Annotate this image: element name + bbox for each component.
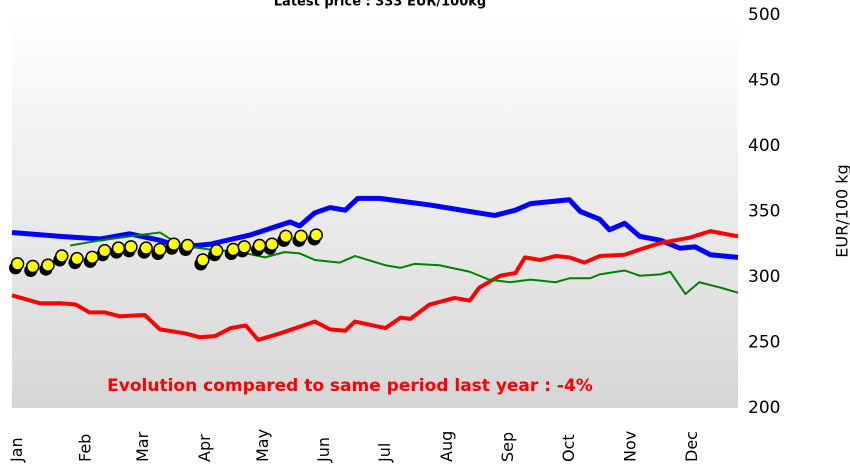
marker xyxy=(55,249,69,263)
marker xyxy=(111,241,126,255)
marker xyxy=(209,244,224,258)
x-tick-label: Jun xyxy=(314,437,333,463)
marker xyxy=(180,238,195,253)
marker xyxy=(41,258,55,272)
marker xyxy=(97,244,112,258)
marker xyxy=(70,251,84,266)
x-tick-label: Aug xyxy=(437,431,456,462)
x-tick-label: Nov xyxy=(620,431,639,462)
marker xyxy=(124,240,138,254)
y-tick-label: 500 xyxy=(748,5,780,25)
marker xyxy=(139,241,153,255)
x-tick-label: Apr xyxy=(195,434,214,462)
marker xyxy=(265,237,279,251)
marker xyxy=(25,259,40,274)
x-tick-label: Dec xyxy=(682,431,701,462)
x-tick-label: May xyxy=(253,429,272,462)
marker xyxy=(226,242,241,257)
marker xyxy=(279,229,293,244)
y-tick-label: 350 xyxy=(748,202,780,222)
marker xyxy=(294,229,308,244)
x-tick-label: Jul xyxy=(375,443,394,463)
line xyxy=(11,229,739,342)
marker xyxy=(10,257,25,271)
marker xyxy=(153,242,167,257)
x-tick-label: Oct xyxy=(559,434,578,462)
marker xyxy=(196,253,210,267)
y-tick-label: 400 xyxy=(748,136,780,156)
annotation: Evolution compared to same period last y… xyxy=(107,376,593,396)
chart-title: Latest price : 333 EUR/100kg xyxy=(274,0,486,10)
y-axis-label: EUR/100 kg xyxy=(833,164,850,257)
marker xyxy=(252,238,267,253)
marker xyxy=(85,250,99,265)
marker xyxy=(237,240,252,254)
x-tick-label: Mar xyxy=(133,431,152,462)
y-tick-label: 450 xyxy=(748,71,780,91)
marker xyxy=(309,228,323,242)
y-tick-label: 300 xyxy=(748,267,780,287)
y-tick-label: 250 xyxy=(748,333,780,353)
x-tick-label: Sep xyxy=(498,432,517,462)
y-tick-label: 200 xyxy=(748,398,780,418)
plot-area xyxy=(12,15,738,408)
marker xyxy=(167,237,181,251)
x-tick-label: Jan xyxy=(7,437,26,463)
x-tick-label: Feb xyxy=(75,434,94,462)
